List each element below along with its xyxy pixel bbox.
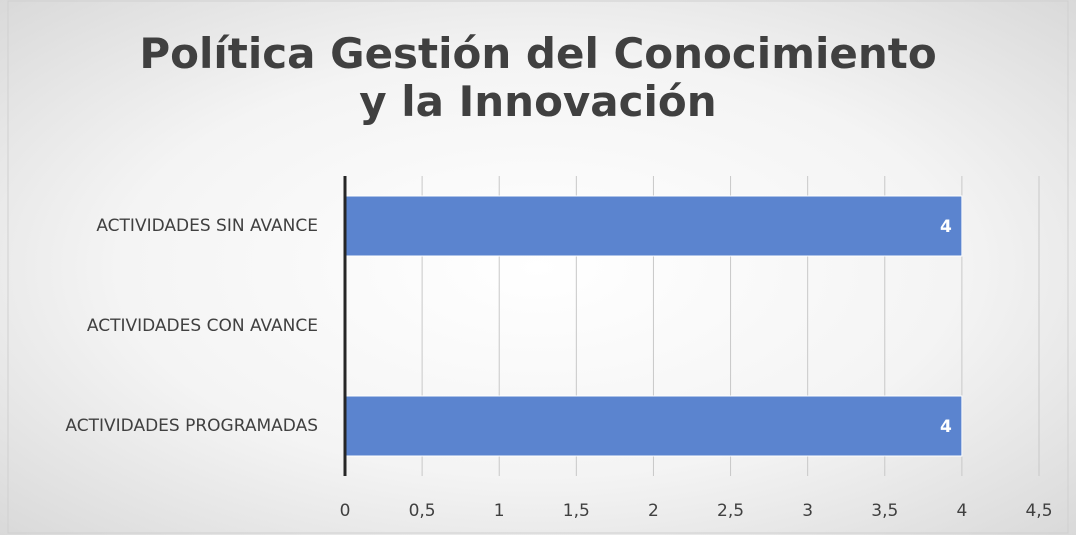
chart-title: Política Gestión del Conocimiento y la I… [139,29,937,126]
chart-border [7,0,1069,534]
x-tick-label: 1,5 [563,501,590,521]
y-tick-label: ACTIVIDADES SIN AVANCE [96,216,318,236]
x-tick-label: 2,5 [717,501,744,521]
bar [344,195,963,257]
data-label: 4 [940,417,952,437]
x-tick-label: 0,5 [409,501,436,521]
y-tick-label: ACTIVIDADES PROGRAMADAS [65,416,318,436]
x-tick-label: 0 [340,501,351,521]
bar [344,395,963,457]
y-tick-label: ACTIVIDADES CON AVANCE [87,316,318,336]
data-label: 4 [940,217,952,237]
x-tick-label: 3 [802,501,813,521]
x-tick-label: 4 [956,501,967,521]
x-tick-label: 3,5 [871,501,898,521]
x-tick-label: 1 [494,501,505,521]
x-tick-label: 4,5 [1025,501,1052,521]
x-tick-label: 2 [648,501,659,521]
